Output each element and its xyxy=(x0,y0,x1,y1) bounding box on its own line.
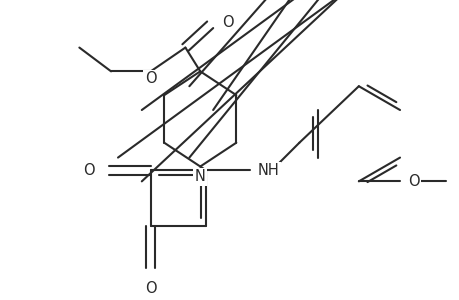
Text: NH: NH xyxy=(257,163,279,178)
Text: O: O xyxy=(84,163,95,178)
Text: O: O xyxy=(408,174,419,189)
Text: O: O xyxy=(145,281,156,296)
Text: O: O xyxy=(222,15,233,30)
Text: O: O xyxy=(145,71,156,86)
Text: N: N xyxy=(195,169,205,184)
